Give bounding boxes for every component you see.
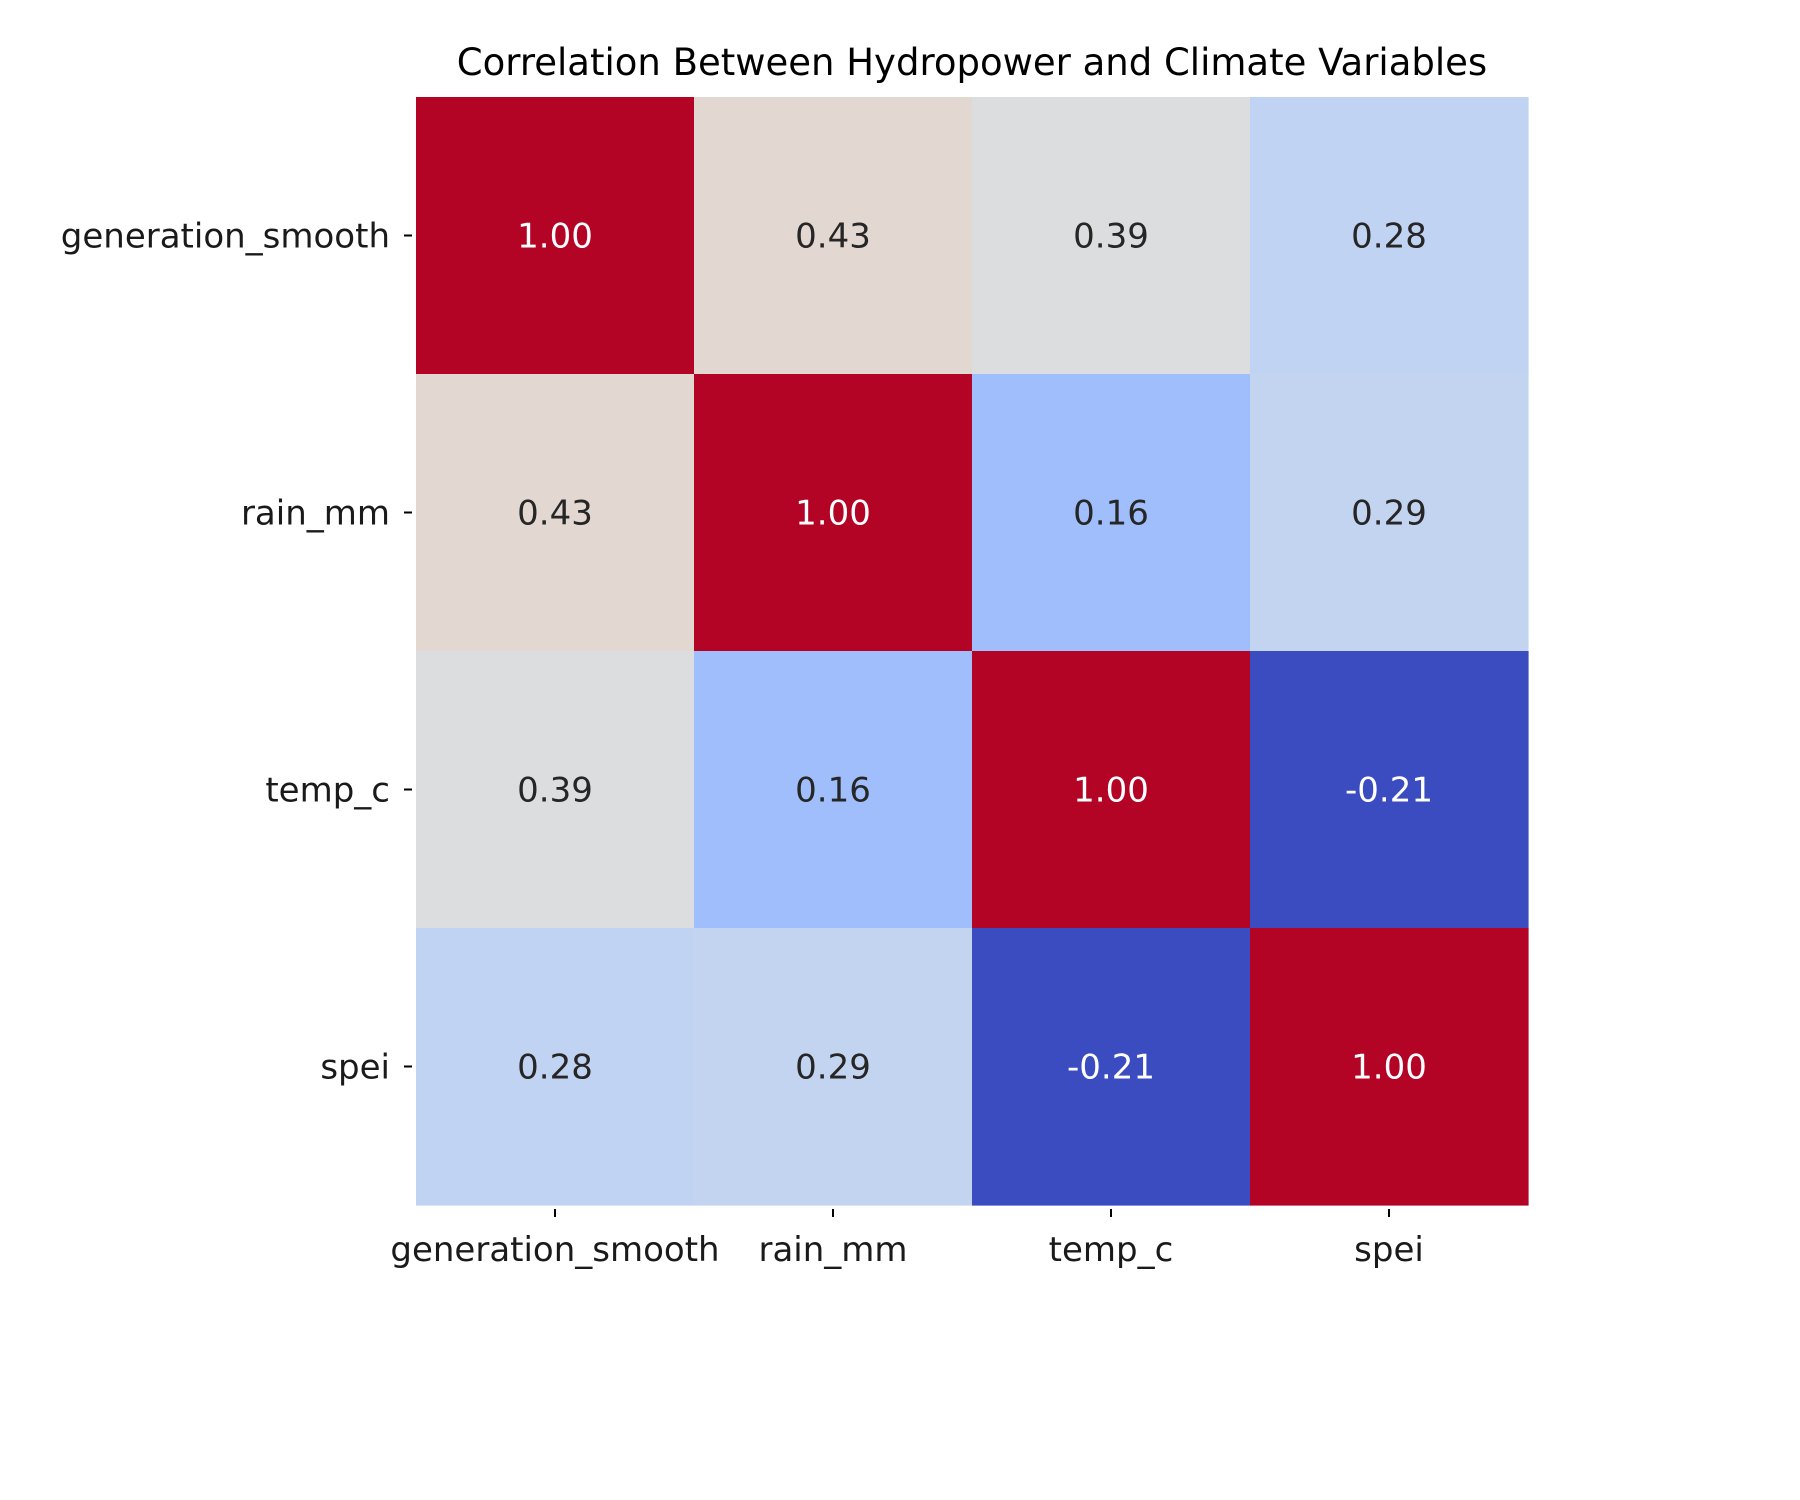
heatmap-cell: [972, 651, 1251, 929]
heatmap-cell: [1250, 97, 1529, 375]
heatmap-cell: [694, 928, 973, 1206]
cell-value-label: 0.16: [1073, 494, 1149, 534]
cell-value-label: 0.29: [795, 1048, 871, 1088]
cell-value-label: 1.00: [1351, 1048, 1427, 1088]
y-tick-label: spei: [320, 1048, 390, 1088]
heatmap-cell: [416, 97, 695, 375]
heatmap-chart: Correlation Between Hydropower and Clima…: [61, 41, 1529, 1270]
cell-value-label: 0.39: [1073, 217, 1149, 257]
heatmap-value-labels: 1.00 0.43 0.39 0.28 0.43 1.00 0.16 0.29 0.39 0.16…: [517, 217, 1433, 1088]
x-tick-label: rain_mm: [758, 1230, 907, 1270]
y-tick-label: rain_mm: [241, 494, 390, 534]
heatmap-cells: [416, 97, 1529, 1206]
cell-value-label: 0.29: [1351, 494, 1427, 534]
heatmap-cell: [694, 651, 973, 929]
heatmap-cell: [416, 374, 695, 652]
cell-value-label: -0.21: [1067, 1048, 1155, 1088]
heatmap-cell: [416, 651, 695, 929]
heatmap-cell: [1250, 928, 1529, 1206]
y-tick-label: generation_smooth: [61, 217, 390, 257]
heatmap-cell: [1250, 374, 1529, 652]
x-axis: generation_smooth rain_mm temp_c spei: [390, 1209, 1424, 1270]
cell-value-label: 0.28: [517, 1048, 593, 1088]
x-tick-label: temp_c: [1049, 1230, 1174, 1270]
cell-value-label: 1.00: [517, 217, 593, 257]
heatmap-cell: [972, 928, 1251, 1206]
heatmap-cell: [1250, 651, 1529, 929]
heatmap-cell: [972, 97, 1251, 375]
x-tick-label: spei: [1354, 1230, 1424, 1270]
cell-value-label: 0.43: [795, 217, 871, 257]
cell-value-label: 0.43: [517, 494, 593, 534]
y-tick-label: temp_c: [265, 771, 390, 811]
heatmap-cell: [972, 374, 1251, 652]
cell-value-label: -0.21: [1345, 771, 1433, 811]
heatmap-cell: [416, 928, 695, 1206]
cell-value-label: 0.39: [517, 771, 593, 811]
cell-value-label: 1.00: [795, 494, 871, 534]
x-tick-label: generation_smooth: [390, 1230, 719, 1270]
cell-value-label: 0.16: [795, 771, 871, 811]
heatmap-cell: [694, 374, 973, 652]
chart-title: Correlation Between Hydropower and Clima…: [457, 41, 1487, 84]
cell-value-label: 0.28: [1351, 217, 1427, 257]
heatmap-cell: [694, 97, 973, 375]
cell-value-label: 1.00: [1073, 771, 1149, 811]
